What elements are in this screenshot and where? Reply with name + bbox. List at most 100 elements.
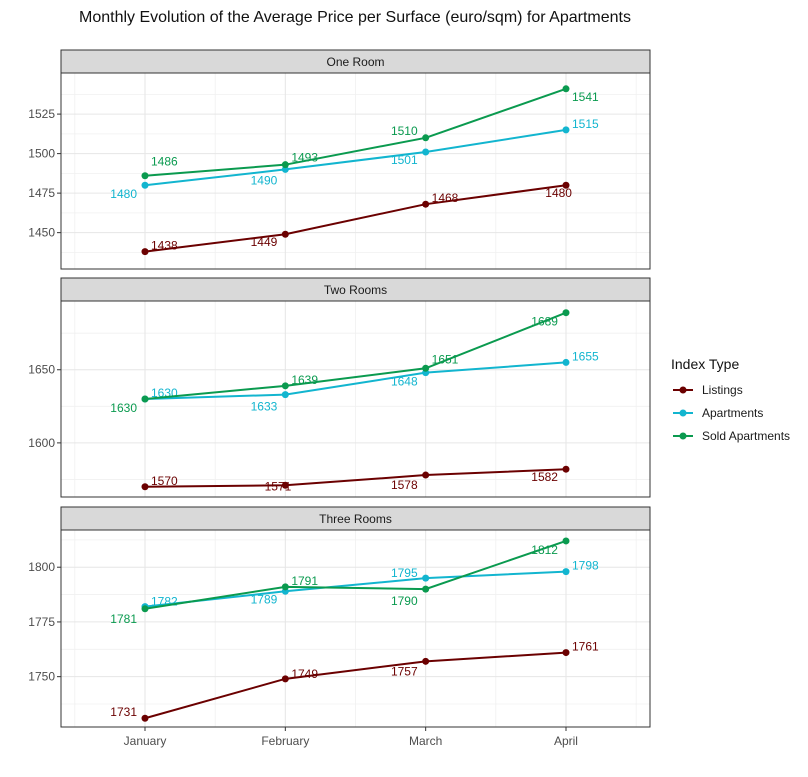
- series-apartments: 1480 1490 1501 1515: [110, 117, 599, 201]
- data-point: [562, 85, 570, 93]
- panel-strip-label: Two Rooms: [324, 283, 387, 297]
- data-label: 1648: [391, 375, 418, 389]
- data-label: 1761: [572, 640, 599, 654]
- data-label: 1541: [572, 90, 599, 104]
- data-label: 1468: [432, 191, 459, 205]
- data-label: 1791: [291, 574, 318, 588]
- series-listings: 1731 1749 1757 1761: [110, 640, 599, 722]
- y-tick-label: 1800: [28, 560, 55, 574]
- x-tick-label: March: [409, 734, 442, 748]
- data-point: [562, 465, 570, 473]
- data-label: 1812: [531, 543, 558, 557]
- y-tick-label: 1650: [28, 363, 55, 377]
- y-tick-label: 1475: [28, 186, 55, 200]
- data-label: 1630: [110, 401, 137, 415]
- data-point: [422, 574, 430, 582]
- legend-label: Apartments: [702, 406, 763, 420]
- legend-entry-listings: Listings: [673, 383, 743, 397]
- data-point: [562, 649, 570, 657]
- data-point: [562, 358, 570, 366]
- series-line: [144, 87, 567, 177]
- panel-strip-label: Three Rooms: [319, 512, 392, 526]
- series-line: [144, 311, 567, 400]
- data-point: [281, 391, 289, 399]
- data-point: [422, 471, 430, 479]
- data-label: 1790: [391, 594, 418, 608]
- data-label: 1493: [291, 151, 318, 165]
- x-tick-label: January: [124, 734, 167, 748]
- data-point: [281, 382, 289, 390]
- data-label: 1501: [391, 153, 418, 167]
- data-point: [422, 134, 430, 142]
- y-tick-label: 1600: [28, 436, 55, 450]
- data-label: 1570: [151, 474, 178, 488]
- legend-key-point: [679, 432, 687, 440]
- x-tick-label: April: [554, 734, 578, 748]
- legend: Index Type Listings Apartments Sold Apartme…: [671, 356, 790, 443]
- data-label: 1486: [151, 155, 178, 169]
- data-label: 1582: [531, 470, 558, 484]
- series-line: [144, 468, 567, 488]
- data-label: 1480: [110, 187, 137, 201]
- data-label: 1795: [391, 566, 418, 580]
- legend-key-point: [679, 386, 687, 394]
- legend-label: Sold Apartments: [702, 429, 790, 443]
- series-sold-apartments: 1630 1639 1651 1689: [110, 309, 570, 415]
- data-label: 1490: [251, 173, 278, 187]
- data-point: [562, 126, 570, 134]
- series-line: [144, 361, 567, 400]
- series-line: [144, 184, 567, 253]
- data-label: 1578: [391, 478, 418, 492]
- data-label: 1689: [531, 315, 558, 329]
- data-label: 1510: [391, 124, 418, 138]
- data-label: 1651: [432, 352, 459, 366]
- series-listings: 1438 1449 1468 1480: [141, 181, 572, 256]
- y-tick-label: 1750: [28, 670, 55, 684]
- panel-strip-label: One Room: [326, 55, 384, 69]
- data-point: [281, 481, 289, 489]
- series-sold-apartments: 1486 1493 1510 1541: [141, 85, 599, 180]
- data-point: [141, 483, 149, 491]
- series-line: [144, 128, 567, 187]
- y-tick-label: 1500: [28, 147, 55, 161]
- chart-title: Monthly Evolution of the Average Price p…: [79, 9, 631, 26]
- legend-key-point: [679, 409, 687, 417]
- data-label: 1798: [572, 559, 599, 573]
- panel-border: [60, 529, 651, 728]
- data-point: [281, 675, 289, 683]
- data-point: [562, 537, 570, 545]
- data-point: [281, 230, 289, 238]
- data-point: [141, 605, 149, 613]
- data-point: [422, 148, 430, 156]
- data-label: 1757: [391, 664, 418, 678]
- data-label: 1789: [251, 592, 278, 606]
- series-listings: 1570 1571 1578 1582: [141, 465, 570, 493]
- data-point: [141, 714, 149, 722]
- y-tick-label: 1525: [28, 107, 55, 121]
- data-point: [422, 200, 430, 208]
- data-point: [562, 568, 570, 576]
- data-point: [141, 395, 149, 403]
- legend-entry-apartments: Apartments: [673, 406, 763, 420]
- data-label: 1655: [572, 349, 599, 363]
- data-label: 1515: [572, 117, 599, 131]
- series-line: [144, 539, 567, 610]
- data-point: [141, 181, 149, 189]
- panel-border: [60, 300, 651, 498]
- data-point: [281, 161, 289, 169]
- series-line: [144, 651, 567, 720]
- data-point: [141, 172, 149, 180]
- data-label: 1639: [291, 373, 318, 387]
- x-tick-label: February: [261, 734, 309, 748]
- data-label: 1571: [265, 479, 292, 493]
- series-line: [144, 570, 567, 608]
- data-label: 1449: [251, 235, 278, 249]
- legend-label: Listings: [702, 383, 743, 397]
- data-point: [562, 181, 570, 189]
- data-point: [281, 583, 289, 591]
